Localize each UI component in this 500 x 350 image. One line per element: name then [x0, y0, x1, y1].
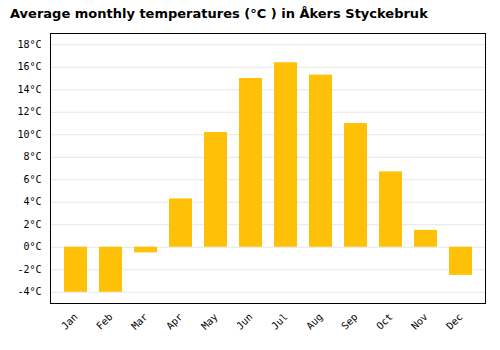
svg-text:Nov: Nov: [409, 311, 430, 332]
svg-text:-2°C: -2°C: [17, 264, 41, 275]
svg-text:2°C: 2°C: [23, 219, 41, 230]
svg-text:Aug: Aug: [304, 311, 325, 332]
svg-text:12°C: 12°C: [17, 106, 41, 117]
svg-text:-4°C: -4°C: [17, 286, 41, 297]
svg-text:Oct: Oct: [374, 311, 395, 332]
svg-text:16°C: 16°C: [17, 61, 41, 72]
svg-text:6°C: 6°C: [23, 174, 41, 185]
svg-text:Apr: Apr: [164, 311, 185, 332]
svg-text:4°C: 4°C: [23, 196, 41, 207]
svg-text:Jun: Jun: [234, 311, 255, 332]
svg-text:18°C: 18°C: [17, 39, 41, 50]
svg-text:Sep: Sep: [339, 311, 360, 332]
svg-text:14°C: 14°C: [17, 84, 41, 95]
svg-text:10°C: 10°C: [17, 129, 41, 140]
svg-text:0°C: 0°C: [23, 241, 41, 252]
svg-text:Dec: Dec: [444, 311, 465, 332]
svg-text:Jul: Jul: [269, 311, 290, 332]
svg-text:Jan: Jan: [59, 311, 80, 332]
svg-text:May: May: [199, 311, 220, 332]
svg-text:Mar: Mar: [129, 311, 150, 332]
svg-text:8°C: 8°C: [23, 151, 41, 162]
svg-text:Feb: Feb: [94, 311, 115, 332]
html-text:Average monthly temperatures (: Average monthly temperatures (°C ) in Åk…: [10, 6, 428, 21]
